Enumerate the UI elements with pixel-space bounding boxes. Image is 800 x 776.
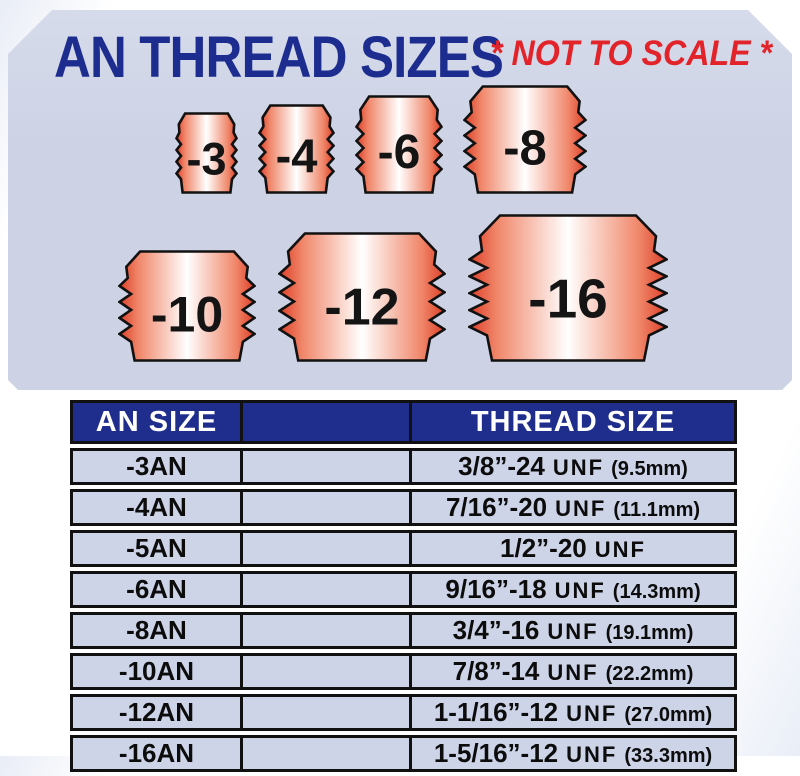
thread-unit: UNF [552,455,605,480]
fitting-size-label: -8 [503,121,547,175]
thread-unit: UNF [566,701,618,726]
table-row: -16AN 1-5/16”-12 UNF (33.3mm) [70,735,737,772]
thread-size-cell: 7/16”-20 UNF (11.1mm) [412,489,737,526]
thread-value: 3/4”-16 [452,615,540,645]
thread-value: 1-1/16”-12 [433,697,559,727]
thread-metric: (33.3mm) [624,745,713,767]
thread-unit: UNF [555,496,607,521]
an-size-cell: -10AN [70,653,243,690]
col-header-thread-size: THREAD SIZE [412,400,737,444]
thread-size-cell: 1-1/16”-12 UNF (27.0mm) [412,694,737,731]
thread-value: 7/16”-20 [445,492,548,522]
table-row: -3AN 3/8”-24 UNF (9.5mm) [70,448,737,485]
thread-metric: (11.1mm) [613,499,701,521]
thread-value: 1-5/16”-12 [433,738,559,768]
thread-unit: UNF [554,578,606,603]
fitting-size-label: -4 [276,129,318,182]
spacer-cell [243,571,412,608]
table-row: -4AN 7/16”-20 UNF (11.1mm) [70,489,737,526]
spacer-cell [243,530,412,567]
an-size-cell: -4AN [70,489,243,526]
thread-metric: (22.2mm) [605,663,694,685]
thread-unit: UNF [566,742,618,767]
not-to-scale-note: * NOT TO SCALE * [490,34,773,73]
thread-metric: (19.1mm) [605,622,694,644]
fitting--8: -8 [463,85,587,194]
page-title: AN THREAD SIZES [54,25,504,90]
thread-unit: UNF [594,537,646,562]
fitting-body [465,87,586,193]
table-row: -5AN 1/2”-20 UNF [70,530,737,567]
spacer-cell [243,448,412,485]
fitting--4: -4 [258,104,335,194]
fitting--16: -16 [468,214,668,362]
spacer-cell [243,735,412,772]
table-row: -6AN 9/16”-18 UNF (14.3mm) [70,571,737,608]
thread-size-cell: 7/8”-14 UNF (22.2mm) [412,653,737,690]
thread-metric: (27.0mm) [624,704,713,726]
fitting-body [470,216,667,361]
thread-unit: UNF [547,619,599,644]
col-header-spacer [243,400,412,444]
thread-size-cell: 3/8”-24 UNF (9.5mm) [412,448,737,485]
an-size-cell: -8AN [70,612,243,649]
table-row: -10AN 7/8”-14 UNF (22.2mm) [70,653,737,690]
thread-value: 1/2”-20 [500,533,587,563]
thread-metric: (9.5mm) [611,458,688,480]
fitting-body [357,97,442,193]
fitting-body [177,114,237,193]
fitting--6: -6 [355,95,443,194]
fitting-size-label: -16 [528,268,608,330]
fitting-body [120,252,255,361]
fitting-size-label: -12 [324,278,399,336]
spacer-cell [243,489,412,526]
an-size-cell: -16AN [70,735,243,772]
fitting--10: -10 [118,250,256,362]
thread-size-cell: 1/2”-20 UNF [412,530,737,567]
thread-value: 3/8”-24 [458,451,545,481]
fitting-body [260,106,334,193]
col-header-an-size: AN SIZE [70,400,243,444]
diagram-panel: AN THREAD SIZES * NOT TO SCALE * -3 -4 -6-… [8,10,792,390]
thread-value: 9/16”-18 [445,574,547,604]
table-header: AN SIZE THREAD SIZE [70,400,737,444]
an-size-cell: -3AN [70,448,243,485]
thread-size-cell: 9/16”-18 UNF (14.3mm) [412,571,737,608]
fitting-size-label: -6 [378,126,421,179]
an-size-cell: -5AN [70,530,243,567]
fitting-size-label: -3 [186,133,226,184]
thread-metric: (14.3mm) [612,581,701,603]
spacer-cell [243,612,412,649]
fitting-body [280,234,445,361]
thread-size-cell: 1-5/16”-12 UNF (33.3mm) [412,735,737,772]
fitting-size-label: -10 [151,286,223,342]
spacer-cell [243,653,412,690]
fittings-row-small: -3 -4 -6 -8 [175,82,587,194]
an-size-cell: -6AN [70,571,243,608]
fitting--12: -12 [278,232,446,362]
fitting--3: -3 [175,112,238,194]
table-row: -8AN 3/4”-16 UNF (19.1mm) [70,612,737,649]
thread-value: 7/8”-14 [452,656,540,686]
an-size-cell: -12AN [70,694,243,731]
an-thread-table: AN SIZE THREAD SIZE -3AN 3/8”-24 UNF (9.5mm… [70,396,737,776]
spacer-cell [243,694,412,731]
thread-unit: UNF [547,660,599,685]
table-row: -12AN 1-1/16”-12 UNF (27.0mm) [70,694,737,731]
fittings-row-large: -10 -12 -16 [118,214,668,362]
thread-size-cell: 3/4”-16 UNF (19.1mm) [412,612,737,649]
